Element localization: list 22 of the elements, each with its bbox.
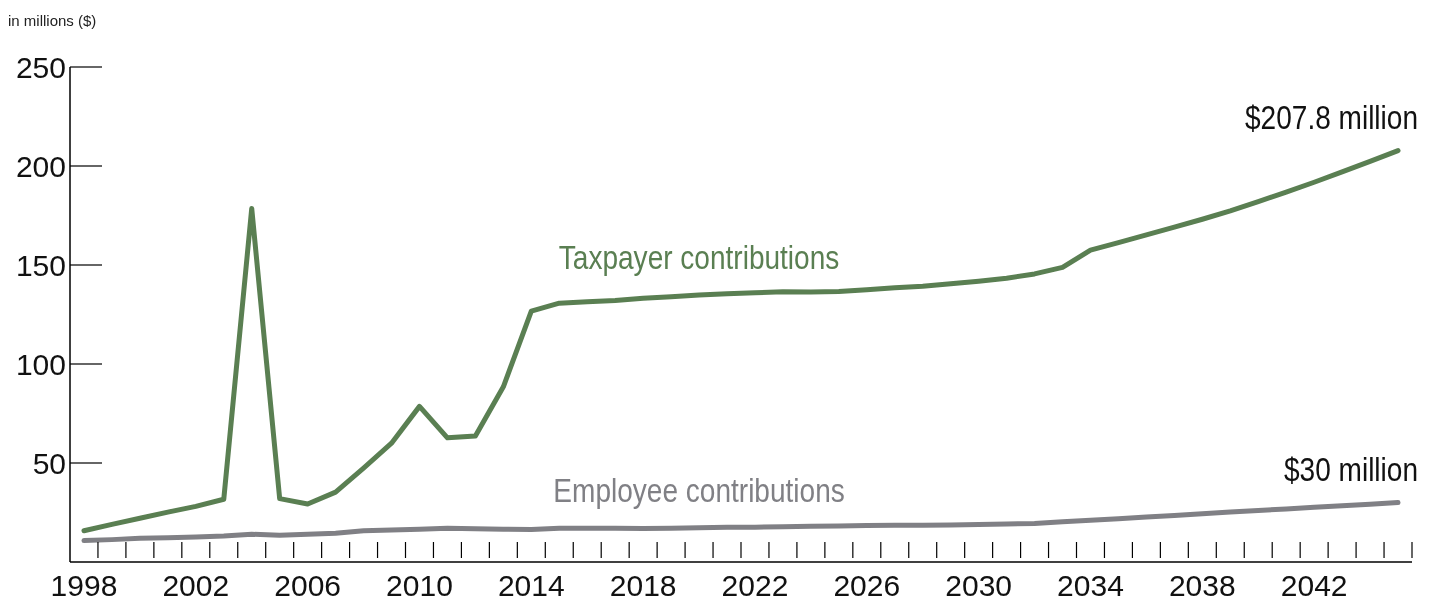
x-tick-label: 2042: [1280, 569, 1348, 602]
x-tick-label: 2002: [162, 569, 230, 602]
x-tick-label: 1998: [50, 569, 118, 602]
x-tick-label: 2030: [945, 569, 1013, 602]
x-tick-label: 2026: [833, 569, 901, 602]
y-tick-label: 100: [15, 348, 66, 381]
x-tick-label: 2010: [386, 569, 453, 602]
y-tick-label: 200: [15, 150, 66, 183]
series-label: Taxpayer contributions: [558, 238, 840, 277]
y-axis-title: in millions ($): [8, 12, 97, 29]
y-tick-label: 250: [15, 51, 66, 84]
x-tick-label: 2006: [274, 569, 342, 602]
x-tick-label: 2014: [497, 569, 565, 602]
annotation: $207.8 million: [1245, 98, 1419, 136]
x-tick-label: 2038: [1168, 569, 1236, 602]
x-tick-label: 2022: [721, 569, 789, 602]
x-tick-label: 2018: [609, 569, 677, 602]
x-tick-label: 2034: [1057, 569, 1124, 602]
series-label: Employee contributions: [553, 471, 845, 510]
y-tick-label: 150: [15, 249, 66, 282]
y-tick-label: 50: [32, 447, 66, 480]
annotation: $30 million: [1284, 450, 1419, 488]
